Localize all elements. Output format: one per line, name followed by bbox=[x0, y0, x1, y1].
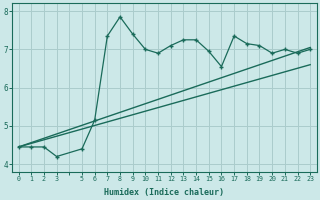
X-axis label: Humidex (Indice chaleur): Humidex (Indice chaleur) bbox=[104, 188, 224, 197]
